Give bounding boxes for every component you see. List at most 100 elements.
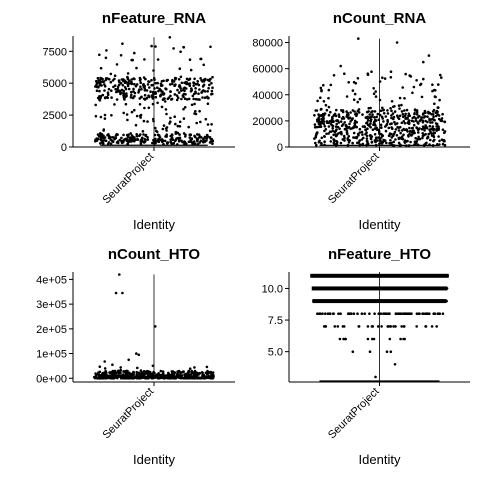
data-point (113, 84, 117, 87)
data-point (398, 144, 402, 147)
data-point (427, 287, 431, 290)
data-point (183, 97, 187, 100)
data-point (423, 126, 427, 129)
data-point (166, 141, 170, 144)
data-point (370, 274, 374, 278)
data-point (185, 377, 189, 380)
data-point (389, 122, 392, 126)
data-point (325, 287, 329, 290)
data-point (193, 373, 196, 376)
data-point (353, 122, 357, 125)
data-point (192, 81, 196, 85)
data-point (94, 85, 97, 88)
data-point (322, 299, 326, 303)
data-point (395, 41, 399, 44)
data-point (166, 78, 169, 82)
data-point (197, 83, 201, 87)
data-point (412, 287, 416, 290)
data-point (141, 130, 145, 133)
data-point (128, 372, 132, 376)
data-point (368, 113, 372, 116)
data-point (339, 141, 343, 145)
data-point (210, 139, 214, 142)
data-point (170, 142, 174, 146)
data-point (422, 77, 425, 81)
data-point (196, 138, 199, 141)
data-point (116, 141, 120, 145)
data-point (98, 53, 101, 57)
data-point (150, 376, 154, 380)
data-point (377, 312, 381, 316)
data-point (419, 82, 423, 86)
data-points (93, 273, 215, 380)
data-point (378, 142, 381, 146)
data-point (365, 299, 369, 303)
data-point (360, 138, 364, 141)
data-point (135, 352, 138, 355)
data-point (165, 87, 168, 91)
data-point (388, 312, 391, 316)
data-point (445, 299, 448, 303)
data-point (200, 371, 204, 374)
data-point (389, 274, 393, 278)
data-point (423, 299, 426, 303)
data-point (435, 122, 439, 126)
data-point (356, 109, 360, 113)
data-point (203, 90, 207, 93)
data-point (351, 117, 355, 120)
data-point (320, 287, 323, 290)
data-point (420, 95, 424, 99)
data-point (116, 376, 119, 380)
data-point (423, 143, 426, 146)
y-tick-label: 2500 (43, 110, 67, 122)
data-point (128, 79, 131, 82)
y-tick-label: 3e+05 (36, 299, 67, 311)
data-point (148, 80, 151, 84)
data-point (187, 78, 190, 82)
data-point (430, 274, 433, 278)
data-point (408, 312, 411, 316)
data-point (171, 375, 174, 379)
data-point (202, 78, 206, 82)
data-point (339, 64, 343, 68)
data-point (161, 90, 164, 93)
data-point (134, 375, 137, 379)
data-point (103, 136, 107, 139)
data-point (388, 299, 392, 303)
data-point (138, 97, 142, 100)
data-point (374, 90, 378, 93)
data-point (351, 141, 354, 145)
data-point (193, 369, 197, 373)
data-point (394, 128, 398, 131)
data-point (98, 84, 101, 87)
data-point (373, 116, 376, 119)
data-point (416, 121, 420, 124)
data-point (397, 117, 401, 120)
data-point (403, 109, 406, 112)
data-point (126, 72, 130, 75)
data-point (95, 79, 98, 83)
data-point (382, 138, 385, 142)
data-point (374, 136, 378, 139)
data-point (393, 105, 396, 108)
data-point (433, 102, 436, 106)
data-point (196, 143, 200, 146)
data-point (161, 98, 165, 101)
data-point (201, 140, 205, 144)
data-point (121, 84, 125, 87)
data-point (390, 299, 394, 303)
data-point (415, 126, 419, 130)
data-point (339, 120, 343, 123)
data-point (324, 312, 327, 316)
data-point (199, 135, 202, 138)
data-point (189, 140, 192, 143)
data-point (400, 325, 404, 328)
data-point (101, 93, 105, 97)
data-point (332, 299, 335, 303)
data-point (397, 136, 401, 140)
data-point (380, 325, 383, 328)
data-point (94, 372, 97, 375)
data-point (176, 143, 179, 146)
data-point (405, 108, 409, 112)
data-point (173, 93, 177, 96)
